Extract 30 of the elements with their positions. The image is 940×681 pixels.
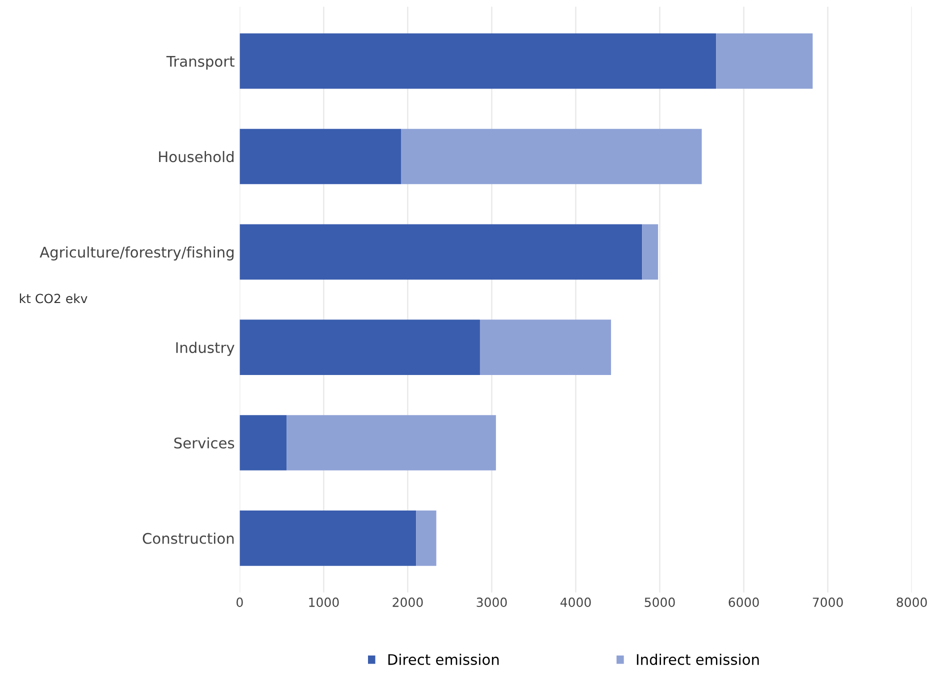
bar bbox=[240, 128, 402, 184]
x-tick-label: 3000 bbox=[476, 598, 507, 608]
y-axis-title: kt CO2 ekv bbox=[20, 294, 88, 304]
x-tick-label: 2000 bbox=[392, 598, 423, 608]
bar bbox=[240, 510, 416, 566]
legend-label: Direct emission bbox=[388, 654, 499, 666]
y-tick-label: Construction bbox=[142, 532, 234, 544]
bar bbox=[240, 415, 287, 470]
x-tick-label: 6000 bbox=[728, 598, 759, 608]
x-tick-label: 1000 bbox=[309, 598, 339, 608]
bar bbox=[480, 320, 612, 376]
y-tick-label: Household bbox=[159, 150, 234, 162]
x-tick-label: 4000 bbox=[560, 598, 591, 608]
x-tick-label: 8000 bbox=[896, 598, 927, 608]
y-tick-label: Agriculture/forestry/fishing bbox=[40, 246, 234, 261]
bar bbox=[642, 224, 658, 280]
bar bbox=[286, 415, 496, 470]
y-tick-label: Transport bbox=[166, 56, 234, 70]
x-tick-label: 5000 bbox=[644, 598, 675, 608]
y-tick-label: Services bbox=[174, 437, 234, 449]
y-tick-label: Industry bbox=[176, 342, 234, 356]
bar bbox=[240, 320, 480, 376]
x-tick-label: 7000 bbox=[812, 598, 843, 608]
legend-label: Indirect emission bbox=[636, 654, 759, 666]
bar bbox=[240, 224, 642, 280]
x-tick-label: 0 bbox=[236, 598, 243, 608]
bar bbox=[240, 33, 716, 89]
bar bbox=[716, 33, 813, 89]
bar bbox=[416, 510, 436, 566]
bar bbox=[401, 128, 702, 184]
